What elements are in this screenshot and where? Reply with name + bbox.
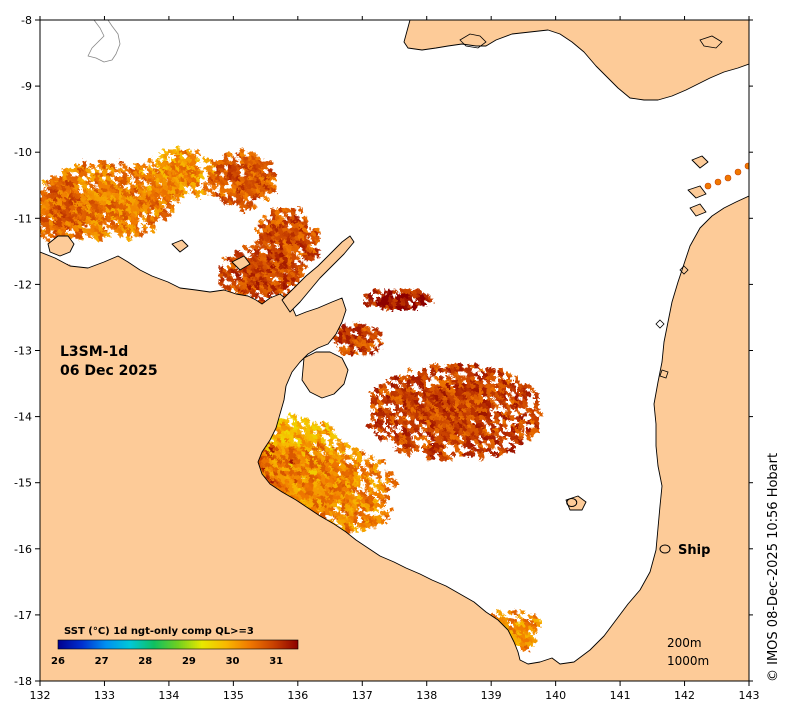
land bbox=[40, 20, 749, 681]
sst-patch-3 bbox=[207, 148, 277, 214]
x-tick-label: 143 bbox=[739, 689, 760, 702]
plot-area bbox=[40, 20, 749, 681]
ir-dot bbox=[734, 168, 742, 176]
coast-detail bbox=[459, 33, 723, 379]
y-tick-label: -11 bbox=[14, 212, 32, 225]
x-tick-label: 135 bbox=[223, 689, 244, 702]
land-island-cy3 bbox=[689, 203, 707, 217]
colorbar-tick-28: 28 bbox=[138, 656, 152, 667]
date-label: 06 Dec 2025 bbox=[60, 363, 158, 379]
ir-dot bbox=[704, 182, 712, 190]
ship-position-icon bbox=[566, 498, 578, 508]
colorbar-tick-30: 30 bbox=[226, 656, 240, 667]
colorbar-tick-27: 27 bbox=[95, 656, 109, 667]
y-tick-label: -15 bbox=[14, 477, 32, 490]
sst-patch-7 bbox=[364, 289, 433, 311]
y-tick-label: -13 bbox=[14, 345, 32, 358]
x-tick-label: 139 bbox=[481, 689, 502, 702]
x-tick-label: 132 bbox=[30, 689, 51, 702]
land-island-a bbox=[171, 239, 189, 253]
x-tick-label: 134 bbox=[158, 689, 179, 702]
x-tick-label: 133 bbox=[94, 689, 115, 702]
sst-patch-1 bbox=[40, 181, 86, 247]
x-tick-label: 136 bbox=[287, 689, 308, 702]
sst-patch-9 bbox=[366, 363, 543, 461]
sst-patch-12 bbox=[241, 443, 398, 540]
colorbar-tick-26: 26 bbox=[51, 656, 65, 667]
land-northern-territory bbox=[40, 195, 749, 681]
x-tick-label: 140 bbox=[545, 689, 566, 702]
y-tick-label: -16 bbox=[14, 543, 32, 556]
colorbar-tick-29: 29 bbox=[182, 656, 196, 667]
land-groote-eylandt bbox=[301, 351, 349, 399]
sst-patch-5 bbox=[219, 245, 304, 306]
y-tick-label: -14 bbox=[14, 411, 32, 424]
bathy-1000-label: 1000m bbox=[667, 654, 709, 668]
ir-dot bbox=[714, 178, 722, 186]
ir-dots bbox=[566, 162, 749, 508]
y-axis: -8 -9 -10 -11 -12 -13 -14 -15 -16 -17 -18 bbox=[14, 14, 753, 688]
product-label: L3SM-1d bbox=[60, 344, 128, 360]
bathy-200-label: 200m bbox=[667, 636, 702, 650]
land-island-cy1 bbox=[691, 155, 709, 169]
colorbar-title: SST (°C) 1d ngt-only comp QL>=3 bbox=[64, 626, 254, 637]
ship-marker-icon bbox=[659, 544, 671, 554]
y-tick-label: -17 bbox=[14, 609, 32, 622]
x-axis: 132 133 134 135 136 137 138 139 140 141 142 143 bbox=[30, 16, 760, 702]
x-tick-label: 142 bbox=[674, 689, 695, 702]
land-island-b bbox=[231, 255, 251, 271]
sst-patch-8 bbox=[333, 323, 383, 356]
colorbar-tick-31: 31 bbox=[269, 656, 283, 667]
colorbar: SST (°C) 1d ngt-only comp QL>=3 26 27 28 29… bbox=[51, 626, 299, 667]
ir-dot bbox=[744, 162, 749, 170]
ir-dot bbox=[724, 174, 732, 182]
coast-fragment-nw bbox=[87, 20, 121, 63]
y-tick-label: -9 bbox=[21, 80, 32, 93]
x-tick-label: 138 bbox=[416, 689, 437, 702]
copyright-credit: © IMOS 08-Dec-2025 10:56 Hobart bbox=[766, 452, 781, 682]
land-wessel-islands bbox=[281, 235, 355, 313]
x-tick-label: 141 bbox=[610, 689, 631, 702]
y-tick-label: -10 bbox=[14, 146, 32, 159]
ship-legend-label: Ship bbox=[678, 543, 710, 558]
y-tick-label: -12 bbox=[14, 278, 32, 291]
land-island-cy2 bbox=[687, 185, 707, 199]
land-cape-york-top bbox=[403, 20, 749, 101]
y-tick-label: -18 bbox=[14, 675, 32, 688]
land-melville-small bbox=[47, 235, 75, 257]
colorbar-gradient bbox=[57, 639, 299, 650]
y-tick-label: -8 bbox=[21, 14, 32, 27]
x-tick-label: 137 bbox=[352, 689, 373, 702]
colorbar-ticks: 26 27 28 29 30 31 bbox=[51, 656, 283, 667]
